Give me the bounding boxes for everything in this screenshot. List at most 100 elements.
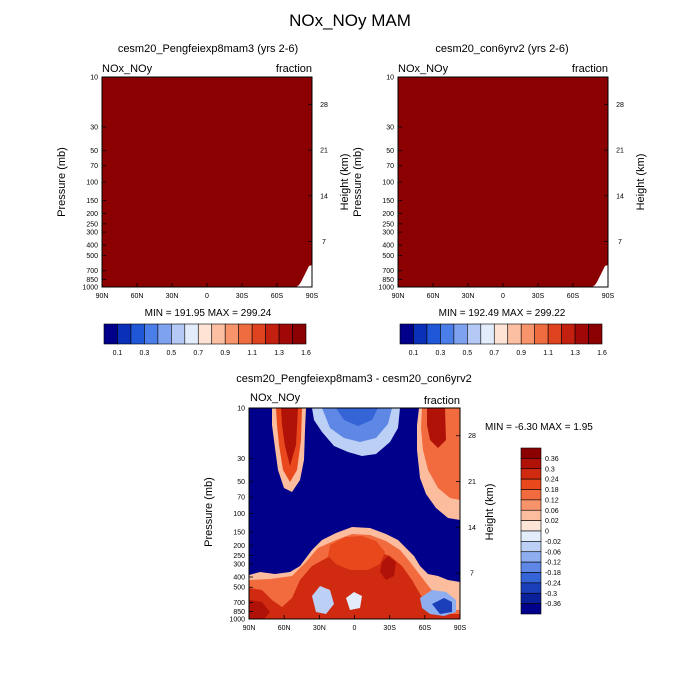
x-tick-label: 0 [501, 293, 505, 300]
right-tick-label: 14 [468, 525, 476, 532]
colorbar-panel-2: 0.1 0.3 0.5 0.7 0.9 1.1 1.3 1.6 [399, 323, 607, 357]
colorbar-label: 1.3 [274, 350, 284, 357]
colorbar-swatch [520, 323, 535, 345]
colorbar-label: 0.06 [545, 508, 559, 515]
x-tick-label: 30N [313, 625, 326, 632]
colorbar-label: -0.36 [545, 601, 561, 608]
colorbar-swatch [103, 323, 118, 345]
y-tick-label: 1000 [82, 285, 98, 292]
colorbar-label: -0.06 [545, 549, 561, 556]
colorbar-label: 0.3 [436, 350, 446, 357]
colorbar-swatch [520, 530, 542, 542]
figure-title: NOx_NOy MAM [289, 11, 411, 30]
x-tick-label: 0 [353, 625, 357, 632]
colorbar-diff: 0.36 0.3 0.24 0.18 0.12 0.06 0.02 0 -0.02 -0.06 -0… [520, 447, 561, 615]
x-tick-label: 60S [271, 293, 284, 300]
y-tick-label: 300 [382, 230, 394, 237]
colorbar-label: 0.36 [545, 456, 559, 463]
y-tick-label: 200 [86, 211, 98, 218]
panel-2-missing-corner [592, 265, 608, 287]
panel-3-ylabel-right: Height (km) [484, 484, 496, 541]
right-tick-label: 21 [616, 148, 624, 155]
right-tick-label: 7 [470, 571, 474, 578]
colorbar-label: 0.18 [545, 487, 559, 494]
y-tick-label: 70 [237, 495, 245, 502]
colorbar-swatch [480, 323, 495, 345]
colorbar-label: 0.3 [545, 466, 555, 473]
y-tick-label: 300 [86, 230, 98, 237]
colorbar-label: 0.1 [409, 350, 419, 357]
colorbar-label: 0.5 [462, 350, 472, 357]
colorbar-label: 1.1 [247, 350, 257, 357]
panel-1-x-ticks: 90N 60N 30N 0 30S 60S 90S [96, 283, 319, 300]
y-tick-label: 500 [382, 253, 394, 260]
panel-1-left-string: NOx_NOy [102, 63, 153, 75]
panel-2-title: cesm20_con6yrv2 (yrs 2-6) [435, 43, 568, 55]
y-tick-label: 700 [233, 600, 245, 607]
y-tick-label: 100 [382, 180, 394, 187]
colorbar-panel-1: 0.1 0.3 0.5 0.7 0.9 1.1 1.3 1.6 [103, 323, 311, 357]
panel-2-ylabel-right: Height (km) [635, 154, 647, 211]
y-tick-label: 700 [86, 268, 98, 275]
colorbar-label: -0.18 [545, 570, 561, 577]
y-tick-label: 100 [86, 180, 98, 187]
colorbar-label: 1.1 [543, 350, 553, 357]
y-tick-label: 30 [386, 125, 394, 132]
colorbar-swatch [144, 323, 159, 345]
right-tick-label: 21 [468, 479, 476, 486]
panel-1-ylabel-right: Height (km) [339, 154, 351, 211]
colorbar-swatch [278, 323, 293, 345]
y-tick-label: 70 [386, 163, 394, 170]
right-tick-label: 28 [320, 102, 328, 109]
y-tick-label: 30 [237, 456, 245, 463]
panel-3-x-ticks: 90N 60N 30N 0 30S 60S 90S [243, 615, 467, 632]
y-tick-label: 50 [90, 148, 98, 155]
y-tick-label: 400 [233, 575, 245, 582]
colorbar-swatch [117, 323, 132, 345]
colorbar-swatch [520, 509, 542, 521]
y-tick-label: 10 [237, 406, 245, 413]
panel-3-ylabel: Pressure (mb) [203, 477, 215, 547]
panel-2-left-string: NOx_NOy [398, 63, 449, 75]
colorbar-swatch [520, 541, 542, 553]
y-tick-label: 500 [233, 585, 245, 592]
y-tick-label: 1000 [378, 285, 394, 292]
y-tick-label: 10 [386, 75, 394, 82]
y-tick-label: 30 [90, 125, 98, 132]
y-tick-label: 400 [86, 243, 98, 250]
colorbar-swatch [520, 499, 542, 511]
y-tick-label: 70 [90, 163, 98, 170]
right-tick-label: 14 [320, 193, 328, 200]
x-tick-label: 30S [383, 625, 396, 632]
y-tick-label: 150 [382, 198, 394, 205]
colorbar-swatch [520, 551, 542, 563]
right-tick-label: 7 [618, 239, 622, 246]
colorbar-swatch [561, 323, 576, 345]
colorbar-label: -0.12 [545, 560, 561, 567]
x-tick-label: 90S [602, 293, 615, 300]
y-tick-label: 850 [86, 277, 98, 284]
colorbar-swatch [251, 323, 266, 345]
colorbar-swatch [520, 592, 542, 604]
x-tick-label: 30N [462, 293, 475, 300]
colorbar-swatch [520, 489, 542, 501]
x-tick-label: 0 [205, 293, 209, 300]
panel-3-right-string: fraction [424, 395, 460, 407]
panel-3-minmax: MIN = -6.30 MAX = 1.95 [485, 422, 593, 433]
y-tick-label: 400 [382, 243, 394, 250]
panel-3-field [249, 408, 460, 619]
right-tick-label: 28 [468, 433, 476, 440]
colorbar-label: 0.9 [516, 350, 526, 357]
colorbar-swatch [171, 323, 186, 345]
colorbar-swatch [520, 468, 542, 480]
colorbar-swatch [507, 323, 522, 345]
colorbar-swatch [520, 458, 542, 470]
colorbar-swatch [520, 572, 542, 584]
colorbar-label: -0.3 [545, 591, 557, 598]
colorbar-swatch [265, 323, 280, 345]
x-tick-label: 90N [96, 293, 109, 300]
panel-2-ylabel: Pressure (mb) [352, 147, 364, 217]
colorbar-label: 1.3 [570, 350, 580, 357]
